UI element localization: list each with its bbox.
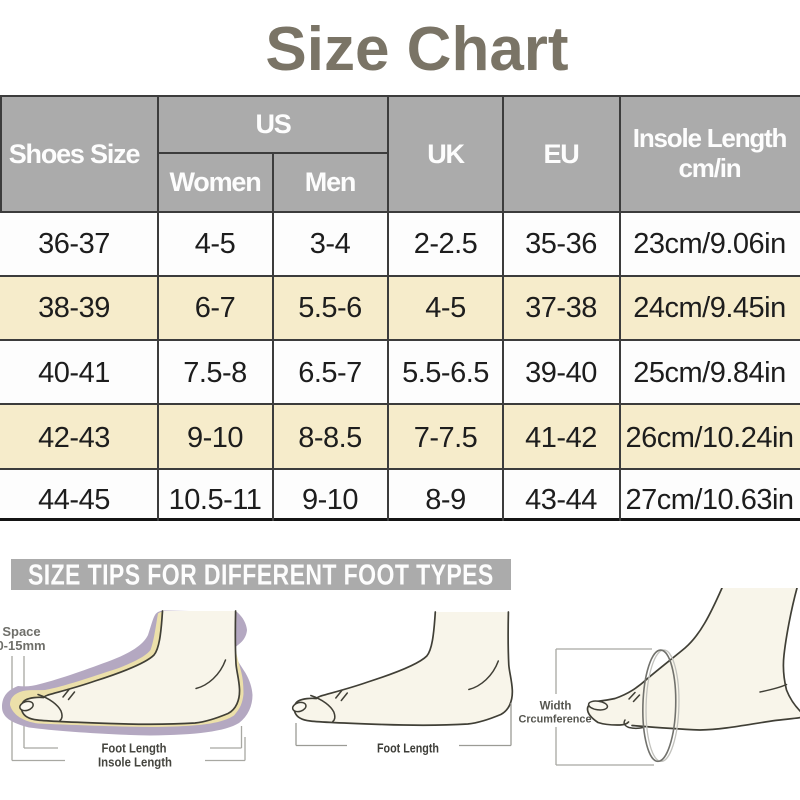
svg-text:Crcumference: Crcumference	[519, 714, 592, 726]
svg-text:Width: Width	[540, 701, 572, 713]
svg-text:Insole Length: Insole Length	[98, 756, 172, 770]
svg-text:0-15mm: 0-15mm	[0, 638, 46, 653]
svg-text:Foot Length: Foot Length	[102, 742, 167, 756]
svg-text:Foot Length: Foot Length	[377, 742, 439, 756]
svg-text:Space: Space	[2, 624, 40, 639]
